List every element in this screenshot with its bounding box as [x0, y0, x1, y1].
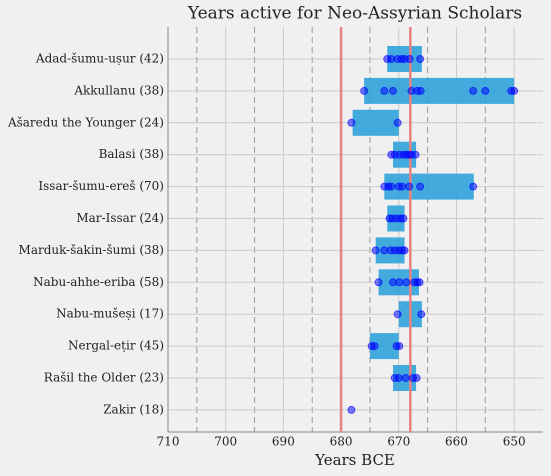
point [398, 182, 407, 191]
point [401, 374, 410, 382]
y-tick-label: Nergal-eṭir (45) [68, 339, 164, 353]
point [399, 214, 408, 223]
point [347, 405, 356, 414]
y-tick-label: Issar-šumu-ereš (70) [38, 179, 164, 193]
y-tick-label: Ašaredu the Younger (24) [7, 115, 164, 129]
point [400, 246, 409, 255]
x-axis-label: Years BCE [314, 451, 395, 469]
point [411, 150, 420, 159]
point [510, 86, 519, 95]
point [395, 342, 404, 351]
point [469, 182, 478, 191]
y-tick-label: Nabu-ahhe-eriba (58) [33, 275, 164, 289]
y-tick-label: Akkullanu (38) [73, 83, 164, 97]
point [405, 55, 414, 63]
point [412, 374, 421, 382]
x-tick-label: 710 [157, 435, 180, 449]
point [417, 310, 426, 319]
point [402, 278, 411, 287]
x-tick-label: 680 [330, 435, 353, 449]
point [374, 278, 383, 287]
y-tick-label: Nabu-mušeṣi (17) [56, 307, 164, 321]
x-tick-label: 660 [445, 435, 468, 449]
point [415, 278, 424, 287]
chart-title: Years active for Neo-Assyrian Scholars [187, 4, 522, 24]
point [380, 86, 389, 95]
y-tick-label: Marduk-šakin-šumi (38) [19, 243, 164, 257]
y-tick-label: Mar-Issar (24) [76, 211, 164, 225]
point [481, 86, 490, 95]
y-tick-label: Balasi (38) [99, 147, 164, 161]
point [393, 118, 402, 127]
x-tick-label: 690 [272, 435, 295, 449]
point [389, 86, 397, 95]
x-tick-label: 700 [214, 435, 237, 449]
x-tick-label: 650 [503, 435, 526, 449]
point [469, 86, 478, 95]
point [371, 246, 380, 255]
point [416, 182, 425, 191]
point [395, 278, 404, 287]
point [360, 86, 369, 95]
point [416, 55, 425, 63]
point [416, 86, 425, 95]
point [387, 182, 396, 191]
point [394, 374, 403, 382]
point [370, 342, 379, 351]
y-tick-label: Adad-šumu-uṣur (42) [35, 52, 164, 66]
y-tick-label: Zakir (18) [103, 402, 164, 416]
y-tick-label: Rašil the Older (23) [44, 371, 164, 385]
range-bar [352, 109, 399, 136]
point [347, 118, 356, 127]
point [405, 182, 414, 191]
point [393, 310, 402, 319]
x-tick-label: 670 [387, 435, 410, 449]
